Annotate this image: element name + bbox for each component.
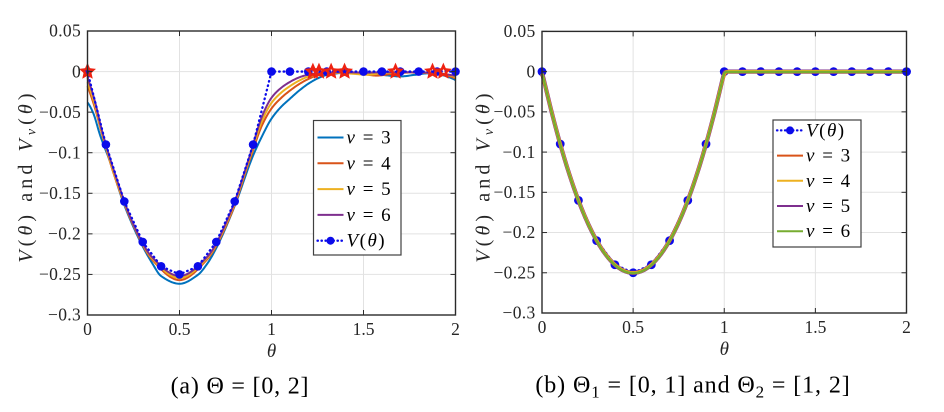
svg-text:1: 1 [720,317,729,337]
svg-text:0: 0 [526,61,535,81]
svg-text:−0.3: −0.3 [48,305,81,325]
svg-text:1.5: 1.5 [804,317,826,337]
svg-text:0.05: 0.05 [504,21,536,41]
svg-text:ν = 5: ν = 5 [806,196,852,217]
svg-text:1: 1 [267,319,276,339]
svg-text:0: 0 [83,319,92,339]
svg-text:ν = 6: ν = 6 [347,205,393,226]
svg-text:θ: θ [720,339,729,360]
svg-text:−0.05: −0.05 [494,102,536,122]
svg-text:−0.3: −0.3 [503,303,536,323]
svg-text:V(θ): V(θ) [806,120,846,141]
svg-text:−0.05: −0.05 [39,102,81,122]
svg-text:−0.2: −0.2 [503,222,536,242]
svg-text:−0.25: −0.25 [494,262,536,282]
svg-text:2: 2 [451,319,460,339]
svg-text:V(θ) and Vν(θ): V(θ) and Vν(θ) [473,89,498,262]
svg-text:1.5: 1.5 [353,319,375,339]
svg-text:ν = 4: ν = 4 [806,171,852,192]
svg-text:−0.15: −0.15 [494,182,536,202]
svg-text:0.5: 0.5 [169,319,191,339]
svg-text:−0.1: −0.1 [48,142,81,162]
svg-text:V(θ) and Vν(θ): V(θ) and Vν(θ) [15,89,40,262]
svg-text:(b) Θ1 = [0, 1] and Θ2 = [1, 2: (b) Θ1 = [0, 1] and Θ2 = [1, 2] [535,373,850,402]
svg-text:−0.25: −0.25 [39,264,81,284]
svg-text:2: 2 [902,317,911,337]
svg-text:ν = 5: ν = 5 [347,179,393,200]
svg-text:0.05: 0.05 [49,21,81,41]
svg-text:0: 0 [72,61,81,81]
svg-text:ν = 4: ν = 4 [347,153,393,174]
svg-text:θ: θ [267,341,276,362]
svg-text:0: 0 [538,317,547,337]
svg-text:(a) Θ = [0, 2]: (a) Θ = [0, 2] [171,374,310,400]
svg-text:V(θ): V(θ) [347,231,387,252]
svg-text:ν = 6: ν = 6 [806,221,852,242]
svg-text:−0.15: −0.15 [39,183,81,203]
svg-text:ν = 3: ν = 3 [347,128,393,149]
svg-text:0.5: 0.5 [622,317,644,337]
svg-text:ν = 3: ν = 3 [806,146,852,167]
svg-text:−0.2: −0.2 [48,224,81,244]
svg-text:−0.1: −0.1 [503,142,536,162]
